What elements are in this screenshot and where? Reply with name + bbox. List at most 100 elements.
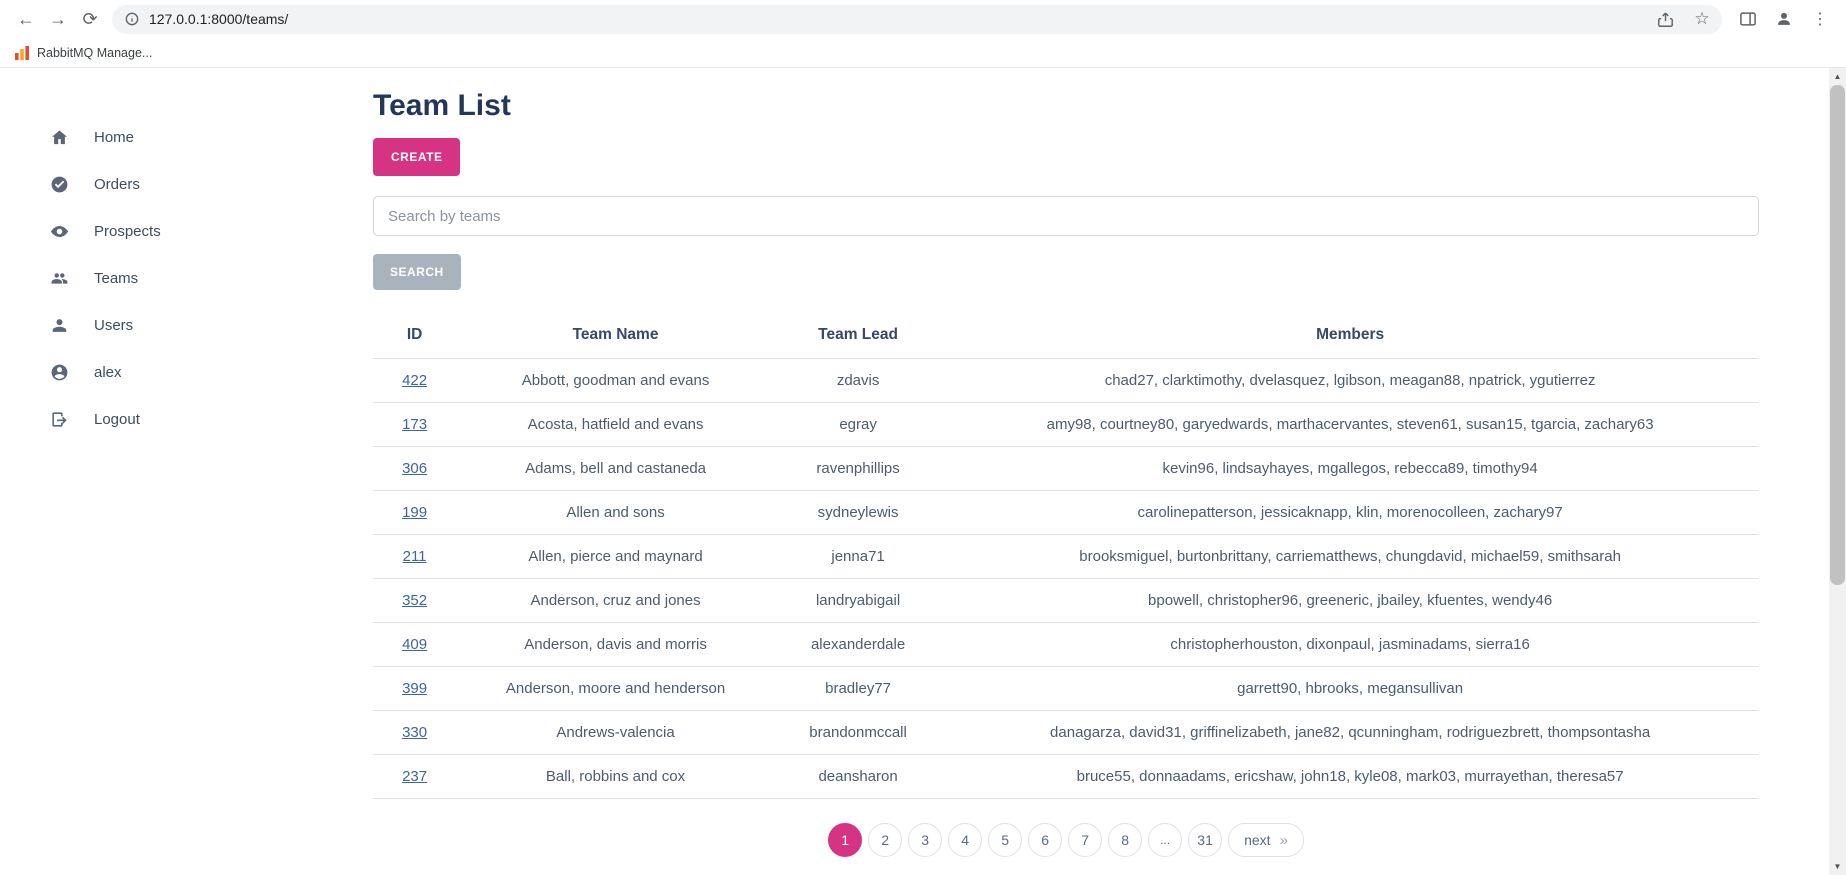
sidebar-item-label: Users (94, 317, 134, 334)
back-icon[interactable]: ← (17, 8, 35, 29)
person-icon (50, 316, 69, 335)
page-title: Team List (373, 89, 511, 122)
page-button-8[interactable]: 8 (1108, 823, 1143, 857)
team-id-cell: 422 (373, 358, 457, 403)
search-button[interactable]: SEARCH (373, 254, 461, 290)
column-header-team-lead: Team Lead (818, 326, 898, 343)
address-bar[interactable]: 127.0.0.1:8000/teams/ ☆ (112, 4, 1722, 34)
people-icon (50, 269, 69, 288)
page-button-7[interactable]: 7 (1068, 823, 1103, 857)
team-members-cell: amy98, courtney80, garyedwards, marthace… (941, 402, 1759, 447)
team-lead-cell: brandonmccall (774, 710, 942, 755)
page-button-4[interactable]: 4 (948, 823, 983, 857)
team-members-cell: kevin96, lindsayhayes, mgallegos, rebecc… (941, 446, 1759, 491)
team-members-cell: carolinepatterson, jessicaknapp, klin, m… (941, 490, 1759, 535)
bookmark-star-icon[interactable]: ☆ (1694, 9, 1710, 28)
team-name-cell: Anderson, moore and henderson (456, 666, 775, 711)
rabbitmq-favicon (14, 45, 30, 61)
team-id-link[interactable]: 237 (402, 768, 428, 785)
forward-icon[interactable]: → (49, 8, 67, 29)
toolbar-right: ⋮ (1732, 3, 1836, 35)
column-header-team-name: Team Name (572, 326, 659, 343)
team-name-cell: Abbott, goodman and evans (456, 358, 775, 403)
team-id-cell: 399 (373, 666, 457, 711)
sidebar-item-label: Logout (94, 411, 140, 428)
pagination: 1 2 3 4 5 6 7 8... 31 next » (373, 823, 1759, 857)
page-viewport: Home Orders Prospects Teams Users alex Logout … (0, 68, 1846, 875)
page-button-2[interactable]: 2 (868, 823, 903, 857)
sidebar-item-home[interactable]: Home (0, 114, 345, 161)
team-name-cell: Allen, pierce and maynard (456, 534, 775, 579)
sidebar-item-label: Home (94, 129, 135, 146)
table-row: 330 Andrews-valencia brandonmccall danagarz… (373, 710, 1759, 755)
sidebar-item-label: Prospects (94, 223, 161, 240)
bookmark-item-rabbitmq[interactable]: RabbitMQ Manage... (14, 45, 152, 61)
team-id-cell: 409 (373, 622, 457, 667)
sidebar-item-teams[interactable]: Teams (0, 255, 345, 302)
team-lead-cell: jenna71 (774, 534, 942, 579)
sidebar-item-label: alex (94, 364, 122, 381)
team-members-cell: chad27, clarktimothy, dvelasquez, lgibso… (941, 358, 1759, 403)
sidebar-item-logout[interactable]: Logout (0, 396, 345, 443)
teams-table: ID Team Name Team Lead Members 422 Abbott, g… (373, 312, 1759, 799)
page-button-31[interactable]: 31 (1188, 823, 1223, 857)
team-id-link[interactable]: 306 (402, 460, 428, 477)
table-row: 352 Anderson, cruz and jones landryabigail… (373, 578, 1759, 623)
logout-icon (50, 410, 69, 429)
team-lead-cell: bradley77 (774, 666, 942, 711)
team-id-link[interactable]: 211 (402, 548, 427, 565)
menu-icon[interactable]: ⋮ (1812, 11, 1828, 28)
page-button-6[interactable]: 6 (1028, 823, 1063, 857)
search-input[interactable] (373, 196, 1759, 236)
team-lead-cell: landryabigail (774, 578, 942, 623)
next-page-button[interactable]: next » (1228, 823, 1304, 857)
site-info-icon[interactable] (124, 11, 140, 27)
team-lead-cell: deansharon (774, 754, 942, 799)
team-lead-cell: alexanderdale (774, 622, 942, 667)
table-body: 422 Abbott, goodman and evans zdavis chad27… (373, 358, 1759, 799)
page-button-1[interactable]: 1 (828, 823, 863, 857)
table-row: 173 Acosta, hatfield and evans egray amy98,… (373, 402, 1759, 447)
team-id-link[interactable]: 199 (402, 504, 428, 521)
sidebar-item-orders[interactable]: Orders (0, 161, 345, 208)
team-id-link[interactable]: 399 (402, 680, 428, 697)
sidebar-item-label: Orders (94, 176, 140, 193)
team-id-link[interactable]: 352 (402, 592, 428, 609)
next-page-label: next (1244, 832, 1271, 848)
team-members-cell: garrett90, hbrooks, megansullivan (941, 666, 1759, 711)
team-members-cell: bpowell, christopher96, greeneric, jbail… (941, 578, 1759, 623)
sidebar-item-prospects[interactable]: Prospects (0, 208, 345, 255)
sidebar-nav: Home Orders Prospects Teams Users alex Logout (0, 68, 345, 875)
browser-toolbar: ← → ⟳ 127.0.0.1:8000/teams/ ☆ ⋮ (0, 0, 1846, 38)
scrollbar-thumb[interactable] (1830, 85, 1845, 585)
team-id-link[interactable]: 330 (402, 724, 428, 741)
page-button-5[interactable]: 5 (988, 823, 1023, 857)
team-id-link[interactable]: 422 (402, 372, 428, 389)
team-id-cell: 330 (373, 710, 457, 755)
share-icon[interactable] (1651, 5, 1679, 33)
side-panel-icon[interactable] (1732, 3, 1764, 35)
column-header-members: Members (1316, 326, 1385, 343)
scroll-up-icon[interactable]: ▲ (1833, 72, 1842, 81)
page-button-3[interactable]: 3 (908, 823, 943, 857)
profile-icon[interactable] (1768, 3, 1800, 35)
team-id-cell: 211 (373, 534, 457, 579)
team-id-cell: 306 (373, 446, 457, 491)
page-scrollbar[interactable]: ▲ ▼ (1829, 68, 1846, 875)
url-text: 127.0.0.1:8000/teams/ (149, 11, 289, 27)
team-id-cell: 237 (373, 754, 457, 799)
sidebar-item-users[interactable]: Users (0, 302, 345, 349)
create-button[interactable]: CREATE (373, 138, 461, 176)
team-name-cell: Andrews-valencia (456, 710, 775, 755)
table-row: 409 Anderson, davis and morris alexanderda… (373, 622, 1759, 667)
team-name-cell: Ball, robbins and cox (456, 754, 775, 799)
team-id-link[interactable]: 173 (402, 416, 428, 433)
team-id-link[interactable]: 409 (402, 636, 428, 653)
column-header-id: ID (406, 326, 423, 343)
eye-icon (50, 222, 69, 241)
page-ellipsis: ... (1148, 823, 1183, 857)
scroll-down-icon[interactable]: ▼ (1833, 862, 1842, 871)
sidebar-item-alex[interactable]: alex (0, 349, 345, 396)
bookmark-label: RabbitMQ Manage... (37, 45, 153, 60)
refresh-icon[interactable]: ⟳ (82, 8, 98, 29)
